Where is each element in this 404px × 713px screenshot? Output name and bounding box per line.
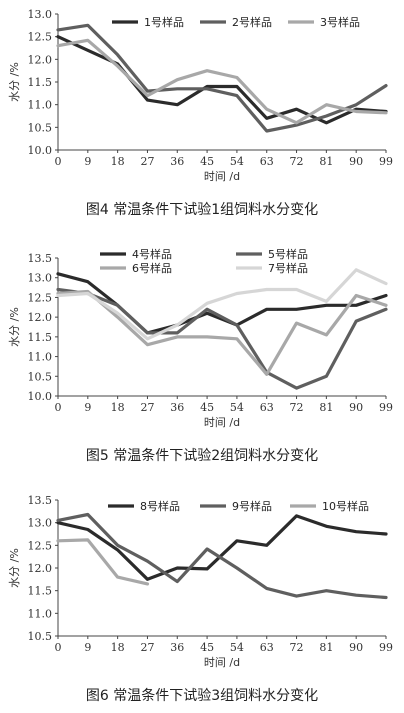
series-line (56, 289, 388, 376)
y-tick-label: 13.5 (28, 252, 53, 265)
y-tick-label: 13.0 (28, 517, 53, 530)
series-line (56, 35, 388, 125)
x-tick-label: 27 (140, 641, 154, 654)
x-tick-label: 63 (260, 155, 274, 168)
y-tick-label: 10.5 (28, 630, 53, 643)
y-tick-label: 11.5 (28, 76, 53, 89)
legend-label: 7号样品 (268, 261, 308, 275)
y-tick-label: 13.0 (28, 272, 53, 285)
legend-label: 9号样品 (232, 499, 272, 513)
y-tick-label: 10.0 (28, 144, 53, 157)
x-tick-label: 54 (230, 641, 244, 654)
legend-label: 8号样品 (140, 499, 180, 513)
x-tick-label: 81 (319, 401, 333, 414)
figure-caption: 图4 常温条件下试验1组饲料水分变化 (86, 201, 318, 218)
x-tick-label: 18 (111, 155, 125, 168)
x-tick-label: 99 (379, 155, 393, 168)
y-axis-label: 水分 /% (8, 62, 21, 102)
x-tick-label: 18 (111, 641, 125, 654)
x-tick-label: 81 (319, 155, 333, 168)
y-tick-label: 11.0 (28, 607, 53, 620)
x-tick-label: 45 (200, 155, 214, 168)
legend-label: 2号样品 (232, 15, 272, 29)
x-tick-label: 9 (84, 641, 91, 654)
x-tick-label: 54 (230, 155, 244, 168)
y-tick-label: 10.5 (28, 121, 53, 134)
x-axis-label: 时间 /d (204, 416, 240, 429)
x-tick-label: 9 (84, 401, 91, 414)
x-tick-label: 90 (349, 401, 363, 414)
y-tick-label: 10.5 (28, 370, 53, 383)
figure-caption: 图6 常温条件下试验3组饲料水分变化 (86, 687, 318, 704)
series-line (56, 268, 388, 341)
y-tick-label: 10.0 (28, 390, 53, 403)
x-tick-label: 90 (349, 641, 363, 654)
series-line (56, 23, 388, 133)
x-tick-label: 72 (290, 155, 304, 168)
x-tick-label: 54 (230, 401, 244, 414)
series-line (56, 38, 388, 125)
x-tick-label: 63 (260, 401, 274, 414)
x-axis-label: 时间 /d (204, 170, 240, 183)
x-tick-label: 72 (290, 641, 304, 654)
x-tick-label: 0 (55, 641, 62, 654)
x-tick-label: 45 (200, 641, 214, 654)
y-tick-label: 11.0 (28, 351, 53, 364)
legend-label: 4号样品 (132, 247, 172, 261)
series-line (56, 538, 150, 586)
x-tick-label: 36 (170, 155, 184, 168)
y-tick-label: 12.5 (28, 539, 53, 552)
x-tick-label: 36 (170, 401, 184, 414)
y-tick-label: 12.5 (28, 291, 53, 304)
y-tick-label: 11.0 (28, 99, 53, 112)
x-tick-label: 27 (140, 155, 154, 168)
y-tick-label: 12.0 (28, 562, 53, 575)
chart-6: 10.5 11.0 11.5 12.0 12.5 13.0 13.5 0 9 18 27 36 45 54… (8, 494, 393, 704)
y-axis-label: 水分 /% (8, 548, 21, 588)
x-tick-label: 90 (349, 155, 363, 168)
legend-label: 1号样品 (144, 15, 184, 29)
y-tick-label: 11.5 (28, 331, 53, 344)
x-tick-label: 72 (290, 401, 304, 414)
figure-caption: 图5 常温条件下试验2组饲料水分变化 (86, 447, 318, 464)
x-tick-label: 81 (319, 641, 333, 654)
x-tick-label: 36 (170, 641, 184, 654)
legend-label: 5号样品 (268, 247, 308, 261)
y-axis-label: 水分 /% (8, 307, 21, 347)
x-tick-label: 63 (260, 641, 274, 654)
x-tick-label: 0 (55, 155, 62, 168)
y-tick-label: 11.5 (28, 585, 53, 598)
y-tick-label: 13.5 (28, 494, 53, 507)
series-line (56, 272, 388, 335)
x-tick-label: 99 (379, 641, 393, 654)
x-tick-label: 9 (84, 155, 91, 168)
y-tick-label: 12.0 (28, 311, 53, 324)
x-tick-label: 99 (379, 401, 393, 414)
x-tick-label: 27 (140, 401, 154, 414)
x-tick-label: 18 (111, 401, 125, 414)
chart-4: 10.0 10.5 11.0 11.5 12.0 12.5 13.0 0 9 18 27 36 45 54… (8, 8, 393, 218)
y-tick-label: 13.0 (28, 8, 53, 21)
y-tick-label: 12.5 (28, 31, 53, 44)
x-axis-label: 时间 /d (204, 656, 240, 669)
legend-label: 3号样品 (320, 15, 360, 29)
series-line (56, 514, 388, 581)
y-tick-label: 12.0 (28, 53, 53, 66)
x-tick-label: 0 (55, 401, 62, 414)
series-line (56, 287, 388, 390)
x-tick-label: 45 (200, 401, 214, 414)
series-line (56, 512, 388, 600)
legend-label: 10号样品 (322, 499, 369, 513)
chart-5: 10.0 10.5 11.0 11.5 12.0 12.5 13.0 13.5 0 9 18 27 36… (8, 247, 393, 464)
legend-label: 6号样品 (132, 261, 172, 275)
